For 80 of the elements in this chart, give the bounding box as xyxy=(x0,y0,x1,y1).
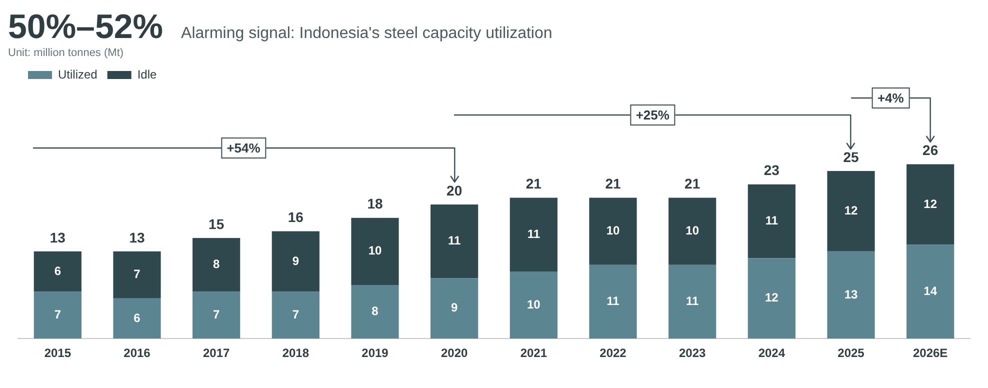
bar xyxy=(430,278,478,339)
bar xyxy=(906,164,954,245)
bar xyxy=(510,272,558,339)
total-label: 13 xyxy=(129,229,145,246)
data-label: 11 xyxy=(606,294,620,308)
total-label: 21 xyxy=(605,176,621,192)
text: +25% xyxy=(630,104,676,126)
chart-subtitle: Alarming signal: Indonesia's steel capacity utilization xyxy=(181,25,552,43)
data-label: 10 xyxy=(526,297,541,312)
total-label: 18 xyxy=(367,196,383,212)
data-label: 7 xyxy=(54,307,62,322)
total-label: 25 xyxy=(843,148,859,165)
bar xyxy=(589,264,637,339)
data-label: 12 xyxy=(924,196,938,211)
bar xyxy=(668,198,716,265)
bar xyxy=(192,292,240,339)
total-label: 20 xyxy=(446,182,462,198)
data-label: 10 xyxy=(368,244,382,258)
x-tick-label: 2023 xyxy=(678,346,706,360)
total-label: 21 xyxy=(526,176,542,192)
data-label: 10 xyxy=(606,224,620,238)
data-label: 6 xyxy=(134,310,141,325)
total-label: 26 xyxy=(922,142,938,158)
total-label: 13 xyxy=(50,229,66,246)
bar xyxy=(113,251,161,298)
bar xyxy=(827,251,875,339)
total-label: 23 xyxy=(764,162,780,178)
x-tick-label: 2017 xyxy=(202,346,230,360)
data-label: 6 xyxy=(54,264,62,278)
x-tick-label: 2020 xyxy=(440,346,468,360)
bar xyxy=(906,244,954,339)
data-label: 9 xyxy=(292,254,300,268)
data-label: 8 xyxy=(372,304,379,318)
x-tick-label: 2019 xyxy=(362,346,389,360)
x-tick-label: 2025 xyxy=(838,346,865,360)
data-label: 10 xyxy=(686,224,700,238)
data-label: 11 xyxy=(765,214,778,228)
bar xyxy=(192,238,240,292)
bar xyxy=(34,251,82,292)
data-label: 7 xyxy=(292,307,300,322)
total-label: 16 xyxy=(288,209,304,226)
legend-label: Idle xyxy=(137,67,158,82)
bar xyxy=(510,198,558,272)
bar xyxy=(272,231,320,292)
data-label: 11 xyxy=(686,294,699,308)
data-label: 9 xyxy=(450,300,458,315)
data-label: 12 xyxy=(764,290,779,305)
data-label: 12 xyxy=(844,203,858,218)
legend-label: Utilized xyxy=(58,67,98,82)
total-label: 21 xyxy=(684,176,700,192)
bar xyxy=(668,264,716,339)
bar xyxy=(827,170,875,252)
x-tick-label: 2022 xyxy=(600,346,627,360)
bar xyxy=(748,184,796,258)
data-label: 13 xyxy=(844,287,858,302)
x-tick-label: 2026E xyxy=(912,346,948,360)
text: +4% xyxy=(871,88,910,109)
text: Unit: million tonnes (Mt) xyxy=(8,47,125,59)
x-tick-label: 2024 xyxy=(758,346,786,360)
bar xyxy=(272,292,320,339)
bar xyxy=(748,258,796,339)
data-label: 7 xyxy=(134,267,141,282)
bar xyxy=(430,204,478,278)
x-tick-label: 2021 xyxy=(520,346,548,360)
bar xyxy=(589,198,637,265)
data-label: 7 xyxy=(212,307,220,322)
bar xyxy=(34,292,82,339)
bar xyxy=(351,218,399,285)
text: +54% xyxy=(220,138,266,159)
chart-title: 50%–52% xyxy=(8,8,164,47)
bar xyxy=(113,298,161,339)
bar xyxy=(351,284,399,339)
data-label: 14 xyxy=(924,284,938,298)
data-label: 8 xyxy=(212,257,220,272)
data-label: 11 xyxy=(448,234,461,248)
x-tick-label: 2018 xyxy=(282,346,310,360)
data-label: 11 xyxy=(527,226,540,241)
x-tick-label: 2016 xyxy=(124,346,151,360)
total-label: 15 xyxy=(208,216,224,232)
x-tick-label: 2015 xyxy=(44,346,72,360)
